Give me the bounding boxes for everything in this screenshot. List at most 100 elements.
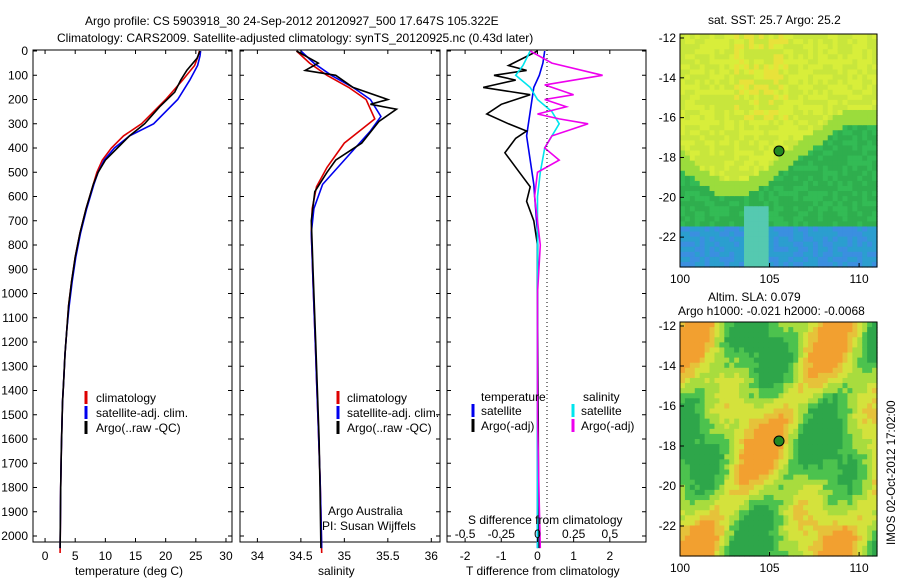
sla-cell: [709, 545, 716, 552]
sla-cell: [778, 550, 785, 557]
sla-cell: [788, 530, 794, 537]
sla-cell: [684, 372, 691, 379]
sst-cell: [739, 241, 745, 248]
sst-cell: [837, 201, 844, 207]
sla-cell: [699, 520, 706, 527]
sla-cell: [817, 439, 824, 445]
sst-cell: [773, 155, 780, 162]
sst-cell: [817, 120, 824, 126]
sla-cell: [867, 510, 873, 516]
sst-cell: [719, 64, 725, 71]
title-line-2: Climatology: CARS2009. Satellite-adjuste…: [57, 31, 533, 45]
sla-cell: [842, 505, 849, 511]
sla-cell: [867, 494, 873, 501]
sst-cell: [793, 185, 799, 192]
sla-cell: [744, 489, 750, 496]
sst-cell: [744, 256, 750, 263]
sst-cell: [808, 140, 814, 147]
sla-cell: [842, 408, 849, 415]
sst-cell: [852, 216, 858, 223]
sla-cell: [719, 469, 725, 476]
sst-cell: [709, 125, 716, 131]
sla-cell: [744, 428, 750, 435]
sst-cell: [852, 226, 858, 233]
sla-cell: [704, 367, 711, 374]
sst-cell: [793, 251, 799, 258]
sla-cell: [773, 413, 780, 420]
sla-cell: [694, 322, 701, 328]
sst-cell: [768, 34, 775, 40]
sla-cell: [719, 530, 725, 537]
sst-cell: [763, 191, 770, 197]
sla-cell: [867, 377, 873, 384]
sla-cell: [689, 505, 696, 511]
sla-cell: [699, 550, 706, 557]
sla-cell: [709, 444, 716, 450]
sla-cell: [837, 505, 844, 511]
sla-cell: [832, 327, 839, 333]
sst-cell: [763, 160, 770, 167]
sla-cell: [872, 449, 878, 455]
sst-cell: [699, 135, 706, 141]
sla-cell: [768, 500, 775, 506]
sla-cell: [822, 494, 829, 501]
sst-cell: [798, 246, 804, 253]
sla-cell: [768, 337, 775, 343]
sst-cell: [734, 251, 740, 258]
sla-cell: [689, 535, 696, 542]
sla-cell: [832, 342, 839, 349]
sst-cell: [793, 211, 799, 217]
sla-cell: [847, 530, 853, 537]
sst-cell: [689, 155, 696, 162]
sst-cell: [852, 180, 858, 187]
sla-cell: [724, 444, 730, 450]
sla-cell: [817, 520, 824, 527]
sst-cell: [857, 135, 863, 141]
sst-cell: [744, 150, 750, 157]
sst-cell: [739, 150, 745, 157]
sst-cell: [739, 175, 745, 182]
sla-cell: [812, 505, 819, 511]
sla-cell: [862, 540, 868, 547]
depth-tick-label: 400: [8, 141, 28, 155]
sla-cell: [739, 433, 745, 440]
sst-cell: [857, 155, 863, 162]
sst-cell: [748, 89, 755, 96]
sst-cell: [837, 170, 844, 177]
sst-cell: [714, 191, 720, 197]
sst-cell: [724, 206, 730, 212]
sst-cell: [744, 160, 750, 167]
sst-cell: [808, 241, 814, 248]
sst-cell: [699, 261, 706, 268]
sst-cell: [842, 155, 849, 162]
sst-cell: [689, 180, 696, 187]
sst-cell: [714, 155, 720, 162]
sla-cell: [748, 322, 755, 328]
sst-cell: [808, 44, 814, 50]
sla-cell: [694, 403, 701, 410]
sla-cell: [748, 403, 755, 410]
sla-cell: [847, 500, 853, 506]
sst-cell: [680, 211, 686, 217]
sla-cell: [852, 520, 858, 527]
sst-cell: [798, 135, 804, 141]
sla-cell: [827, 535, 834, 542]
sst-cell: [847, 125, 853, 131]
sst-cell: [817, 135, 824, 141]
sst-cell: [714, 109, 720, 116]
sst-cell: [704, 109, 711, 116]
sst-cell: [724, 241, 730, 248]
sst-cell: [872, 241, 878, 248]
sst-cell: [694, 135, 701, 141]
sla-cell: [739, 322, 745, 328]
sla-cell: [753, 403, 760, 410]
sst-cell: [768, 185, 775, 192]
sla-cell: [847, 454, 853, 460]
sst-cell: [773, 54, 780, 60]
sst-cell: [773, 140, 780, 147]
sst-cell: [778, 170, 785, 177]
sla-cell: [862, 505, 868, 511]
sst-cell: [734, 99, 740, 106]
sla-cell: [739, 515, 745, 521]
sla-cell: [739, 403, 745, 410]
